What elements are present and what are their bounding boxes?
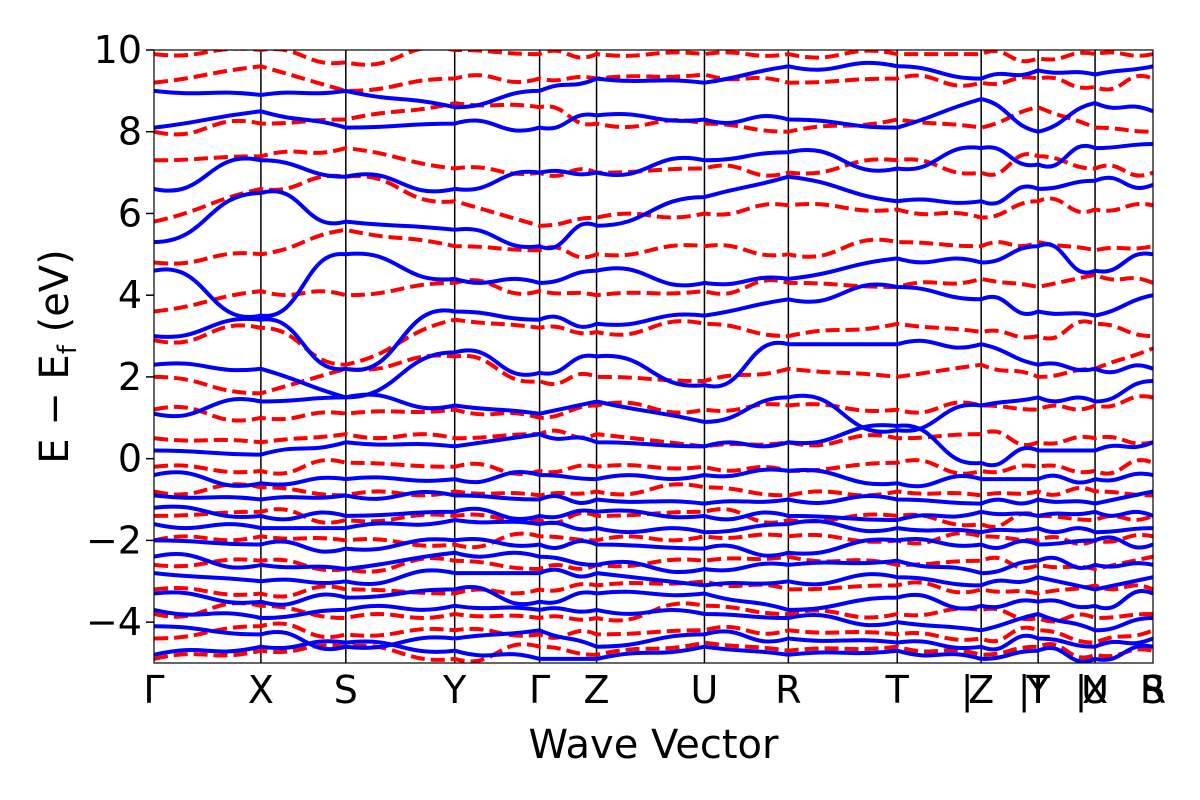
band-line-dashed [154,50,1153,67]
band-lines [154,50,1153,663]
y-tick-label: −2 [86,518,142,562]
band-line-dashed [154,482,1153,498]
band-line-solid [154,467,1153,489]
x-tick-label: | [961,668,974,713]
band-line-solid [154,535,1153,558]
band-line-solid [154,639,1153,663]
y-axis-title-main: E − E [32,354,78,464]
band-line-solid [154,584,1153,612]
band-line-solid [154,338,1153,400]
x-tick-label: T [1026,668,1051,712]
band-line-solid [154,567,1153,592]
x-tick-label: | [1018,668,1031,713]
band-line-dashed [154,227,1153,266]
band-line-solid [154,174,1153,251]
band-line-solid [154,624,1153,652]
band-line-dashed [154,394,1153,423]
y-tick-label: 10 [94,28,142,72]
y-tick-label: 4 [118,273,142,317]
y-axis-title: E − Ef (eV) [32,249,83,464]
band-line-solid [154,142,1153,194]
x-tick-label: X [1082,668,1108,712]
band-line-solid [154,489,1153,506]
band-line-solid [154,603,1153,633]
y-tick-label: 2 [118,355,142,399]
x-tick-label: R [1140,668,1166,712]
band-line-solid [154,379,1153,434]
band-line-dashed [154,621,1153,645]
band-line-solid [154,550,1153,576]
y-axis-ticks: −4 −2 0 2 4 6 8 10 [86,28,154,644]
band-line-solid [154,423,1153,468]
band-line-dashed [154,640,1153,663]
band-line-solid [154,504,1153,523]
band-line-dashed [154,272,1153,314]
y-tick-label: −4 [86,600,142,644]
band-line-dashed [154,146,1153,179]
x-tick-label: Y [1026,668,1051,712]
x-axis-ticks: Γ X S Y Γ Z U R T Z| YT| UX| SR [143,668,1166,713]
x-tick-label: R [775,668,801,712]
band-line-solid [154,517,1153,535]
band-line-dashed [154,458,1153,476]
x-tick-label: U [1081,668,1109,712]
x-axis-title: Wave Vector [529,722,780,768]
band-line-dashed [154,579,1153,599]
x-tick-label: Z [584,668,610,712]
band-line-dashed [154,507,1153,529]
x-tick-label: Y [442,668,467,712]
x-tick-label: Γ [529,668,550,712]
band-line-solid [154,282,1153,372]
x-tick-label: S [334,668,358,712]
band-line-solid [154,96,1153,134]
x-tick-label: U [691,668,719,712]
x-tick-label: Γ [143,668,164,712]
band-line-solid [154,60,1153,110]
x-tick-label: X [248,668,274,712]
x-tick-label: Z [968,668,994,712]
band-line-dashed [154,554,1153,574]
x-tick-label: | [1075,668,1088,713]
y-axis-title-subscript: f [53,344,83,354]
y-axis-title-unit: (eV) [32,249,78,345]
x-tick-label: S [1141,668,1165,712]
y-tick-label: 0 [118,437,142,481]
band-line-solid [154,242,1153,319]
x-tick-label: T [885,668,910,712]
y-tick-label: 6 [118,191,142,235]
plot-frame [153,49,1154,664]
y-tick-label: 8 [118,110,142,154]
band-line-dashed [154,317,1153,367]
band-line-dashed [154,64,1153,93]
